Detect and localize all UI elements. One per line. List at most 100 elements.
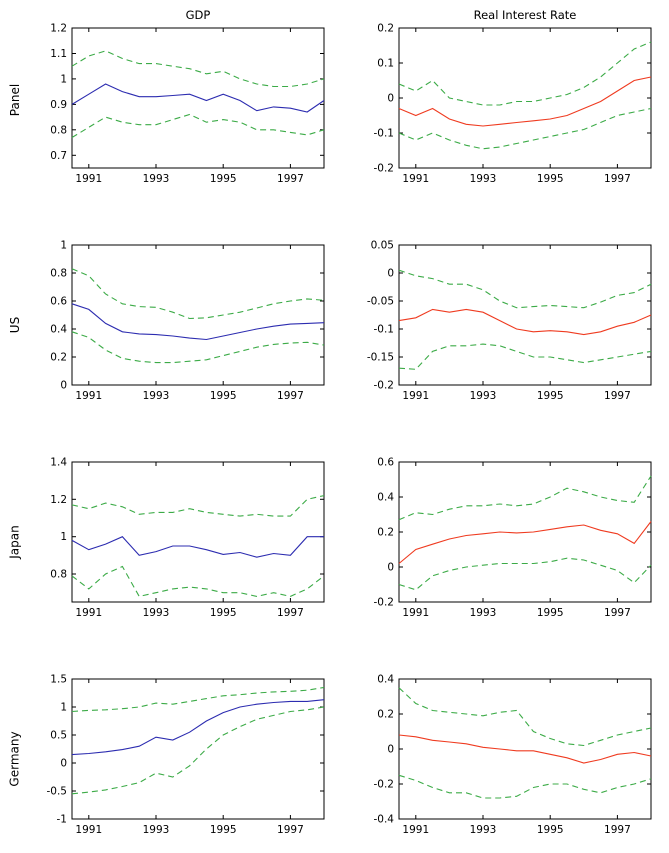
- plot-box: [71, 244, 325, 386]
- x-tick-label: 1993: [470, 824, 497, 836]
- x-tick-label: 1997: [604, 607, 631, 619]
- y-tick-label: 0.4: [50, 324, 67, 336]
- series-point-estimate: [398, 76, 652, 127]
- x-tick-label: 1993: [143, 607, 170, 619]
- y-tick-label: 0.9: [50, 99, 67, 111]
- x-tick-label: 1993: [470, 607, 497, 619]
- chart-title: Real Interest Rate: [474, 8, 577, 22]
- series-point-estimate: [71, 536, 324, 558]
- series-lower-band: [398, 107, 652, 150]
- row-label-panel-text: Panel: [8, 83, 22, 117]
- plot-box: [398, 27, 652, 169]
- plot-box: [71, 678, 325, 820]
- series-point-estimate: [398, 521, 652, 564]
- y-tick-label: 0.1: [377, 58, 394, 70]
- y-tick-label: 1.1: [50, 48, 67, 60]
- row-label-japan: Japan: [4, 525, 26, 558]
- y-tick-label: 0.6: [377, 457, 394, 469]
- series-upper-band: [398, 41, 652, 106]
- chart-germany-real-interest-rate: 1991 1993 1995 1997 -0.4 -0.2 0 0.2 0.4: [353, 672, 658, 845]
- y-tick-label: -0.2: [374, 779, 395, 791]
- series-lower-band: [71, 565, 325, 598]
- x-tick-label: 1997: [277, 824, 304, 836]
- x-tick-label: 1993: [470, 390, 497, 402]
- y-tick-label: 0.4: [377, 674, 394, 686]
- chart-us-gdp: 1991 1993 1995 1997 0 0.2 0.4 0.6 0.8 1: [26, 238, 331, 411]
- row-label-japan-text: Japan: [8, 524, 22, 559]
- x-tick-label: 1995: [537, 390, 564, 402]
- series-lower-band: [71, 706, 325, 795]
- chart-panel-real-interest-rate: Real Interest Rate 1991 1993 1995 1997 -0.2 -0…: [353, 6, 658, 194]
- y-tick-label: -1: [57, 814, 67, 826]
- chart-title: GDP: [186, 8, 211, 22]
- plot-box: [71, 461, 325, 603]
- y-tick-label: -0.1: [374, 324, 395, 336]
- x-tick-label: 1991: [402, 173, 429, 185]
- series-lower-band: [398, 343, 652, 370]
- chart-germany-gdp: 1991 1993 1995 1997 -1 -0.5 0 0.5 1 1.5: [26, 672, 331, 845]
- series-upper-band: [398, 687, 652, 747]
- germany-gdp-chart: 1991 1993 1995 1997 -1 -0.5 0 0.5 1 1.5: [47, 674, 325, 836]
- series-upper-band: [398, 475, 652, 521]
- x-tick-label: 1995: [537, 824, 564, 836]
- x-tick-label: 1997: [277, 607, 304, 619]
- series-upper-band: [71, 686, 325, 713]
- y-tick-label: 1: [60, 531, 67, 543]
- panel-real-interest-rate-chart: Real Interest Rate 1991 1993 1995 1997 -0.2 -0…: [374, 8, 652, 185]
- us-real-interest-rate-chart: 1991 1993 1995 1997 -0.2 -0.15 -0.1 -0.05 0 0.05: [367, 240, 652, 402]
- series-upper-band: [71, 50, 325, 88]
- y-tick-label: 0: [387, 93, 394, 105]
- series-upper-band: [71, 268, 325, 320]
- x-tick-label: 1995: [537, 607, 564, 619]
- y-tick-label: 1.2: [50, 494, 67, 506]
- chart-row-japan: Japan 1991 1993 1995 1997 0.8 1 1.2 1.4 1991 199…: [4, 455, 669, 628]
- us-gdp-chart: 1991 1993 1995 1997 0 0.2 0.4 0.6 0.8 1: [50, 240, 325, 402]
- y-tick-label: 0.5: [50, 730, 67, 742]
- chart-japan-gdp: 1991 1993 1995 1997 0.8 1 1.2 1.4: [26, 455, 331, 628]
- germany-real-interest-rate-chart: 1991 1993 1995 1997 -0.4 -0.2 0 0.2 0.4: [374, 674, 652, 836]
- y-tick-label: -0.1: [374, 128, 395, 140]
- y-tick-label: 0.6: [50, 296, 67, 308]
- y-tick-label: 1.5: [50, 674, 67, 686]
- series-point-estimate: [398, 308, 652, 336]
- y-tick-label: 0.2: [377, 23, 394, 35]
- x-tick-label: 1995: [210, 173, 237, 185]
- y-tick-label: 0: [60, 380, 67, 392]
- y-tick-label: 0.05: [371, 240, 394, 252]
- y-tick-label: 1.4: [50, 457, 67, 469]
- series-point-estimate: [71, 83, 325, 113]
- plot-box: [398, 244, 652, 386]
- y-tick-label: 0: [60, 758, 67, 770]
- x-tick-label: 1991: [75, 607, 102, 619]
- x-tick-label: 1995: [210, 824, 237, 836]
- y-tick-label: 0.8: [50, 124, 67, 136]
- chart-row-panel: Panel GDP 1991 1993 1995 1997 0.7 0.8 0.9 1 1.1 1.…: [4, 6, 669, 194]
- x-tick-label: 1995: [210, 390, 237, 402]
- x-tick-label: 1991: [75, 390, 102, 402]
- y-tick-label: -0.15: [367, 352, 394, 364]
- x-tick-label: 1995: [537, 173, 564, 185]
- y-tick-label: 0.2: [50, 352, 67, 364]
- y-tick-label: -0.2: [374, 380, 395, 392]
- y-tick-label: 1: [60, 702, 67, 714]
- row-label-us-text: US: [8, 316, 22, 333]
- chart-panel-gdp: GDP 1991 1993 1995 1997 0.7 0.8 0.9 1 1.1 1.2: [26, 6, 331, 194]
- y-tick-label: -0.4: [374, 814, 395, 826]
- series-upper-band: [71, 495, 325, 517]
- y-tick-label: 0.4: [377, 492, 394, 504]
- x-tick-label: 1991: [75, 824, 102, 836]
- x-tick-label: 1993: [143, 173, 170, 185]
- x-tick-label: 1991: [402, 824, 429, 836]
- series-lower-band: [398, 774, 652, 799]
- y-tick-label: -0.05: [367, 296, 394, 308]
- x-tick-label: 1993: [470, 173, 497, 185]
- y-tick-label: 0.2: [377, 527, 394, 539]
- panel-gdp-chart: GDP 1991 1993 1995 1997 0.7 0.8 0.9 1 1.1 1.2: [50, 8, 325, 185]
- row-label-us: US: [4, 316, 26, 333]
- series-upper-band: [398, 269, 652, 309]
- x-tick-label: 1997: [604, 824, 631, 836]
- row-label-germany-text: Germany: [8, 730, 22, 787]
- chart-us-real-interest-rate: 1991 1993 1995 1997 -0.2 -0.15 -0.1 -0.05 0 0.05: [353, 238, 658, 411]
- row-label-panel: Panel: [4, 84, 26, 116]
